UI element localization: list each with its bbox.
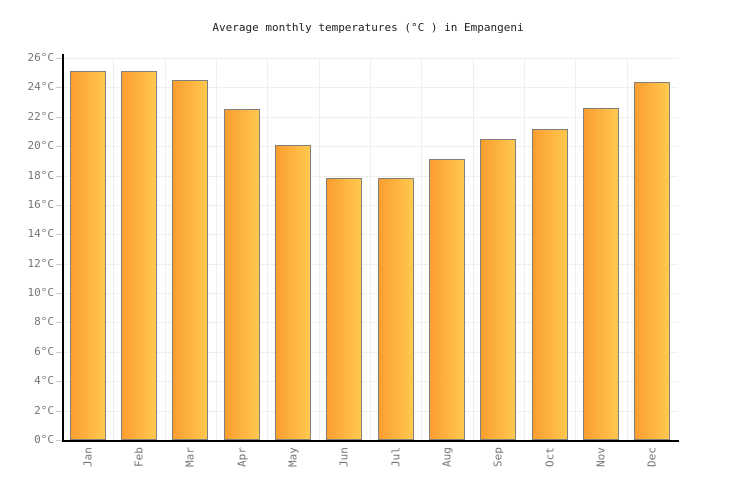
x-axis-label-aug: Aug [440,447,454,467]
bar-jun [326,178,362,440]
x-axis-label-jan: Jan [81,447,95,467]
v-gridline [267,58,268,440]
v-gridline [370,58,371,440]
h-gridline [64,293,678,294]
x-axis-label-feb: Feb [132,447,146,467]
bar-dec [634,82,670,440]
y-axis-tick [56,146,62,147]
y-axis-label: 6°C [34,345,54,358]
y-axis-label: 12°C [27,257,55,270]
h-gridline [64,381,678,382]
x-axis-label-nov: Nov [594,447,608,467]
x-axis-label-oct: Oct [543,447,557,467]
h-gridline [64,58,678,59]
x-axis-label-jun: Jun [337,447,351,467]
x-axis-label-jul: Jul [389,447,403,467]
v-gridline [524,58,525,440]
y-axis-tick [56,381,62,382]
bar-mar [172,80,208,440]
v-gridline [113,58,114,440]
y-axis-tick [56,117,62,118]
y-axis-label: 20°C [27,139,55,152]
x-axis-line [62,440,679,442]
y-axis-label: 14°C [27,227,55,240]
y-axis-label: 2°C [34,404,54,417]
y-axis-label: 16°C [27,198,55,211]
h-gridline [64,176,678,177]
h-gridline [64,322,678,323]
y-axis-tick [56,205,62,206]
y-axis-line [62,54,64,442]
y-axis-label: 22°C [27,110,55,123]
bar-may [275,145,311,440]
v-gridline [421,58,422,440]
v-gridline [627,58,628,440]
y-axis-label: 10°C [27,286,55,299]
y-axis-tick [56,411,62,412]
bar-sep [480,139,516,440]
h-gridline [64,411,678,412]
bar-apr [224,109,260,440]
h-gridline [64,146,678,147]
bar-feb [121,71,157,440]
h-gridline [64,264,678,265]
h-gridline [64,352,678,353]
v-gridline [216,58,217,440]
h-gridline [64,117,678,118]
y-axis-tick [56,234,62,235]
bar-nov [583,108,619,440]
v-gridline [165,58,166,440]
y-axis-label: 26°C [27,51,55,64]
v-gridline [473,58,474,440]
y-axis-label: 18°C [27,169,55,182]
x-axis-label-dec: Dec [645,447,659,467]
h-gridline [64,205,678,206]
y-axis-label: 0°C [34,433,54,446]
x-axis-label-mar: Mar [183,447,197,467]
x-axis-label-apr: Apr [235,447,249,467]
y-axis-tick [56,176,62,177]
y-axis-label: 4°C [34,374,54,387]
y-axis-tick [56,440,62,441]
chart-title: Average monthly temperatures (°C ) in Em… [212,21,524,34]
x-axis-label-may: May [286,447,300,467]
v-gridline [319,58,320,440]
y-axis-label: 8°C [34,315,54,328]
y-axis-tick [56,322,62,323]
x-axis-label-sep: Sep [491,447,505,467]
y-axis-tick [56,293,62,294]
y-axis-tick [56,58,62,59]
y-axis-tick [56,264,62,265]
y-axis-tick [56,87,62,88]
y-axis-tick [56,352,62,353]
bar-aug [429,159,465,440]
bar-oct [532,129,568,440]
bar-jan [70,71,106,440]
y-axis-label: 24°C [27,80,55,93]
h-gridline [64,234,678,235]
bar-jul [378,178,414,440]
h-gridline [64,87,678,88]
v-gridline [575,58,576,440]
